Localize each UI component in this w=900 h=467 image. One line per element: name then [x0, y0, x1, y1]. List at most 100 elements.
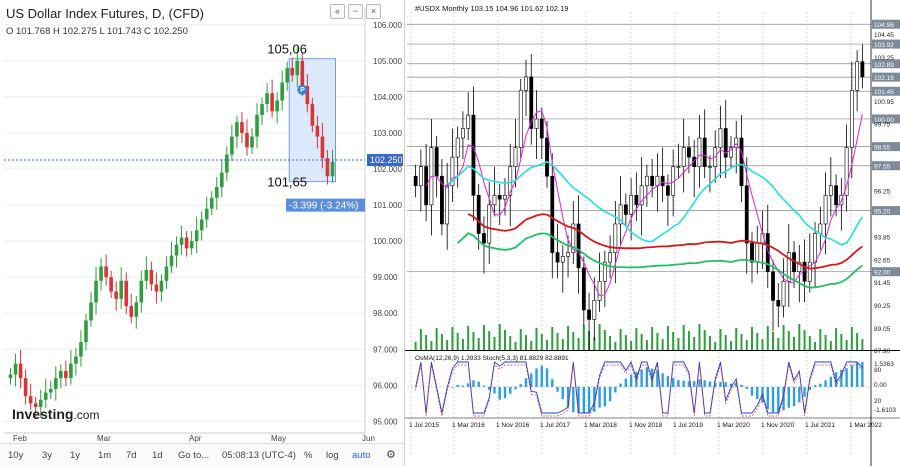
osma-bar: [546, 368, 548, 387]
volume-bar: [809, 336, 811, 350]
volume-bar: [451, 327, 453, 350]
price-axis-label: 102.000: [373, 165, 402, 174]
candle-body: [119, 281, 123, 299]
volume-bar: [620, 329, 622, 350]
volume-bar: [635, 328, 637, 350]
candle-body: [215, 187, 219, 198]
osma-bar: [798, 387, 800, 402]
range-1y-button[interactable]: 1y: [70, 450, 80, 461]
volume-bar: [467, 326, 469, 350]
osma-bar: [777, 387, 779, 413]
ma-green-line: [458, 233, 863, 288]
candle-body: [446, 186, 449, 224]
volume-bar: [425, 335, 427, 350]
candle-body: [556, 253, 559, 263]
daily-candle-chart[interactable]: 102.250 106.000105.000104.000103.000102.…: [0, 0, 404, 443]
log-toggle[interactable]: log: [326, 450, 339, 461]
settings-gear-icon[interactable]: ⚙: [386, 448, 396, 461]
osma-bar: [525, 378, 527, 387]
osma-bar: [509, 387, 511, 394]
candle-body: [819, 224, 822, 234]
candle-body: [666, 186, 669, 196]
candle-body: [74, 357, 78, 364]
volume-bar: [625, 335, 627, 350]
osma-bar: [640, 369, 642, 387]
auto-toggle[interactable]: auto: [352, 450, 371, 461]
volume-bar: [756, 333, 758, 350]
candle-body: [708, 167, 711, 168]
candle-body: [129, 306, 133, 317]
candle-body: [265, 93, 269, 104]
monthly-candle-chart[interactable]: 104.96104.45103.92102.89103.25102.19101.…: [405, 0, 900, 466]
candle-body: [419, 167, 422, 186]
candle-body: [301, 61, 305, 86]
price-axis-label: 102.89: [874, 62, 894, 69]
candle-body: [703, 138, 706, 167]
go-to-button[interactable]: Go to...: [178, 450, 209, 461]
candle-body: [255, 115, 259, 137]
price-axis-label: 102.19: [874, 75, 894, 82]
stoch-main-line: [416, 362, 863, 413]
candle-body: [482, 234, 485, 244]
candle-body: [498, 195, 501, 199]
candle-body: [509, 167, 512, 196]
candle-body: [104, 266, 108, 277]
candle-body: [235, 122, 239, 136]
volume-bar: [835, 328, 837, 350]
osc-axis-label: 0.00: [874, 382, 887, 389]
range-7d-button[interactable]: 7d: [126, 450, 137, 461]
volume-bar: [656, 333, 658, 350]
time-axis-label: Mar: [97, 434, 111, 443]
osma-bar: [493, 387, 495, 394]
osma-bar: [609, 387, 611, 401]
volume-bar: [562, 339, 564, 350]
volume-bar: [793, 337, 795, 350]
volume-bar: [651, 327, 653, 350]
ma-red-line: [468, 214, 862, 269]
price-axis-label: 97.000: [373, 345, 398, 354]
osma-bar: [751, 387, 753, 396]
candle-body: [14, 364, 18, 375]
osma-bar: [588, 387, 590, 413]
candle-body: [593, 300, 596, 319]
osma-bar: [572, 387, 574, 412]
osma-bar: [556, 387, 558, 392]
candle-body: [813, 234, 816, 263]
range-3y-button[interactable]: 3y: [42, 450, 52, 461]
candle-body: [210, 198, 214, 209]
volume-bar: [462, 339, 464, 350]
price-axis-label: 89.05: [874, 326, 891, 333]
investing-logo: Investing.com: [12, 406, 99, 422]
candle-body: [160, 281, 164, 292]
candle-body: [745, 186, 748, 243]
time-axis-label: May: [271, 434, 286, 443]
candle-body: [326, 158, 330, 176]
volume-bar: [683, 325, 685, 350]
price-axis-label: 91.45: [874, 280, 891, 287]
candle-body: [134, 302, 138, 316]
volume-bar: [483, 325, 485, 350]
price-axis-label: 92.65: [874, 257, 891, 264]
volume-bar: [546, 340, 548, 350]
price-axis-label: 99.75: [874, 122, 891, 129]
candle-body: [24, 378, 28, 396]
volume-bar: [551, 327, 553, 350]
candle-body: [566, 253, 569, 257]
price-axis-label: 104.96: [874, 22, 894, 29]
range-10y-button[interactable]: 10y: [8, 450, 23, 461]
volume-bar: [641, 334, 643, 350]
range-1m-button[interactable]: 1m: [98, 450, 111, 461]
candle-body: [316, 126, 320, 137]
osma-bar: [793, 387, 795, 406]
percent-toggle[interactable]: %: [304, 450, 312, 461]
volume-bar: [677, 338, 679, 350]
time-axis-label: Apr: [189, 434, 202, 443]
osma-bar: [719, 382, 721, 387]
volume-bar: [772, 332, 774, 350]
osma-bar: [504, 387, 506, 398]
osma-bar: [677, 380, 679, 387]
osma-bar: [703, 380, 705, 387]
range-1d-button[interactable]: 1d: [152, 450, 163, 461]
osma-bar: [672, 378, 674, 387]
candle-body: [861, 62, 864, 77]
